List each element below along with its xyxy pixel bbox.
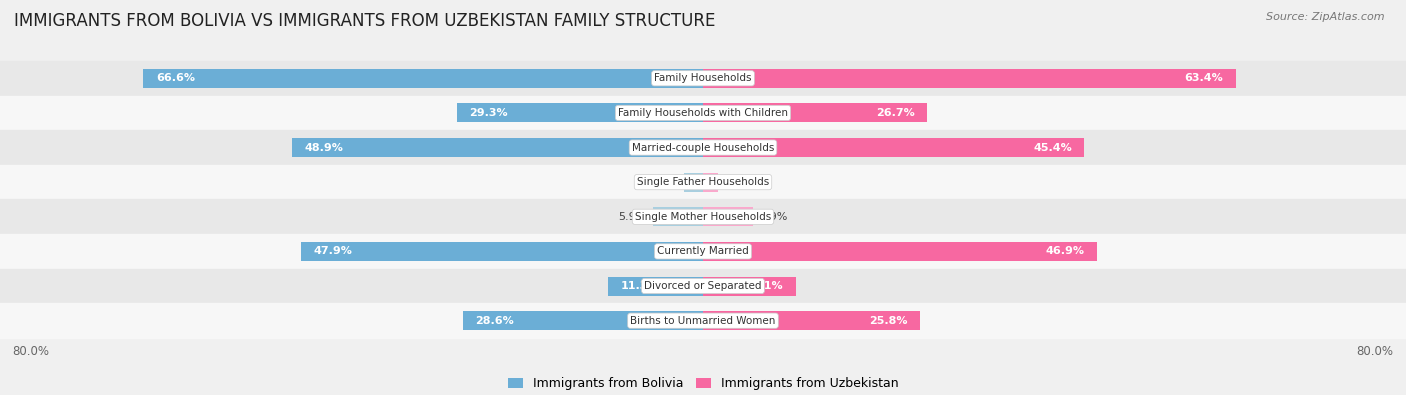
Bar (292, 138, 703, 157)
Text: Divorced or Separated: Divorced or Separated (644, 281, 762, 291)
Text: Source: ZipAtlas.com: Source: ZipAtlas.com (1267, 12, 1385, 22)
Text: 29.3%: 29.3% (470, 108, 508, 118)
Bar (0, 199, 1406, 234)
Bar (143, 69, 703, 88)
Text: Family Households with Children: Family Households with Children (619, 108, 787, 118)
Text: 28.6%: 28.6% (475, 316, 515, 325)
Text: 46.9%: 46.9% (1046, 246, 1084, 256)
Bar (703, 69, 1236, 88)
Text: 2.3%: 2.3% (648, 177, 676, 187)
Text: Single Mother Households: Single Mother Households (636, 212, 770, 222)
Text: 66.6%: 66.6% (156, 73, 195, 83)
Bar (654, 207, 703, 226)
Text: Single Father Households: Single Father Households (637, 177, 769, 187)
Text: 5.9%: 5.9% (619, 212, 647, 222)
Text: Births to Unmarried Women: Births to Unmarried Women (630, 316, 776, 325)
Text: Married-couple Households: Married-couple Households (631, 143, 775, 152)
Text: IMMIGRANTS FROM BOLIVIA VS IMMIGRANTS FROM UZBEKISTAN FAMILY STRUCTURE: IMMIGRANTS FROM BOLIVIA VS IMMIGRANTS FR… (14, 12, 716, 30)
Text: 1.8%: 1.8% (725, 177, 754, 187)
Text: 47.9%: 47.9% (314, 246, 352, 256)
Text: 26.7%: 26.7% (876, 108, 915, 118)
Text: 11.3%: 11.3% (620, 281, 659, 291)
Bar (301, 242, 703, 261)
Legend: Immigrants from Bolivia, Immigrants from Uzbekistan: Immigrants from Bolivia, Immigrants from… (503, 372, 903, 395)
Text: 11.1%: 11.1% (745, 281, 783, 291)
Bar (703, 138, 1084, 157)
Text: Family Households: Family Households (654, 73, 752, 83)
Text: Currently Married: Currently Married (657, 246, 749, 256)
Bar (0, 269, 1406, 303)
Text: 25.8%: 25.8% (869, 316, 907, 325)
Bar (0, 130, 1406, 165)
Text: 48.9%: 48.9% (305, 143, 343, 152)
Bar (703, 173, 718, 192)
Bar (703, 207, 752, 226)
Bar (607, 276, 703, 295)
Bar (0, 234, 1406, 269)
Bar (0, 96, 1406, 130)
Text: 63.4%: 63.4% (1184, 73, 1223, 83)
Bar (703, 242, 1097, 261)
Bar (703, 311, 920, 330)
Bar (457, 103, 703, 122)
Bar (703, 276, 796, 295)
Bar (683, 173, 703, 192)
Bar (0, 165, 1406, 199)
Bar (703, 103, 928, 122)
Bar (0, 303, 1406, 338)
Bar (0, 61, 1406, 96)
Bar (463, 311, 703, 330)
Text: 5.9%: 5.9% (759, 212, 787, 222)
Text: 45.4%: 45.4% (1033, 143, 1071, 152)
